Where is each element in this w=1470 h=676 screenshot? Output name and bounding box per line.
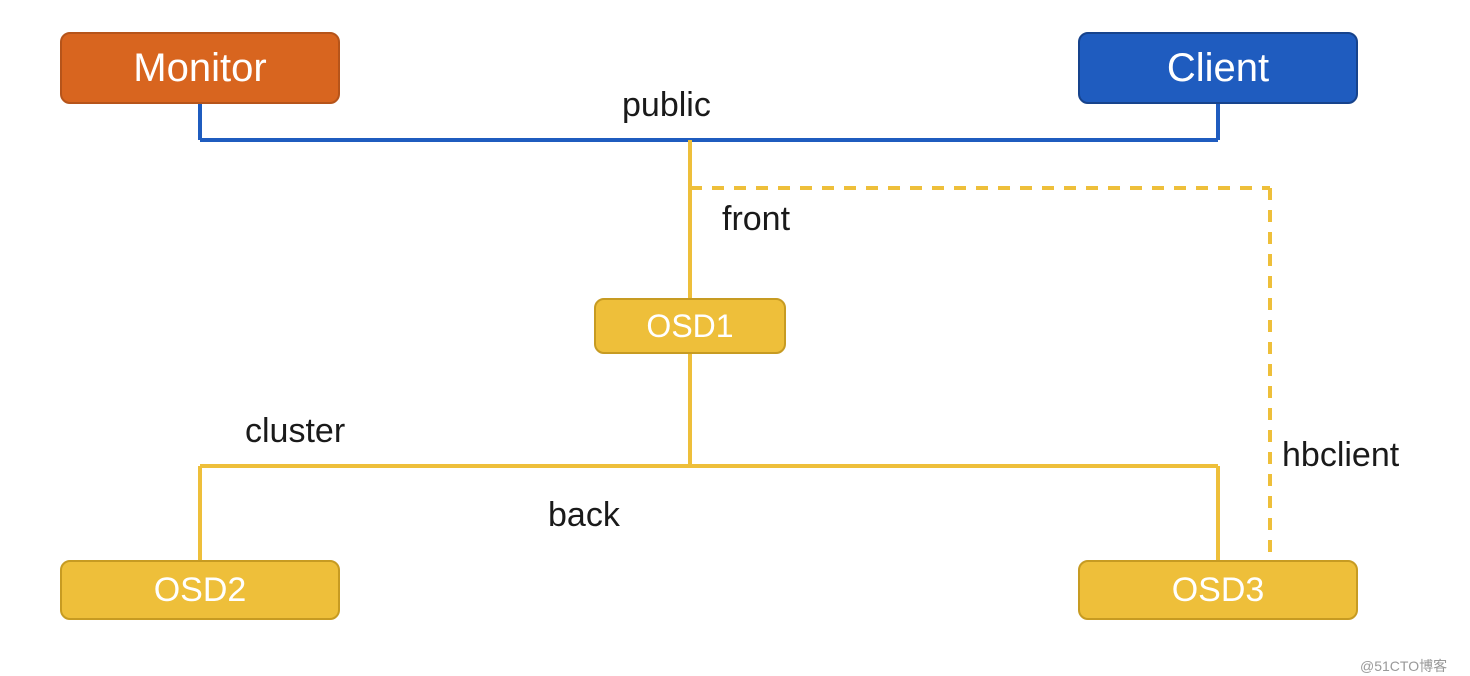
osd2-node: OSD2 (60, 560, 340, 620)
hbclient-label-text: hbclient (1282, 436, 1399, 474)
monitor-node: Monitor (60, 32, 340, 104)
cluster-label-text: cluster (245, 412, 345, 450)
front-label: front (722, 200, 790, 239)
osd3-label: OSD3 (1172, 571, 1265, 610)
watermark-text-span: @51CTO博客 (1360, 658, 1447, 674)
front-label-text: front (722, 200, 790, 238)
monitor-label: Monitor (133, 46, 266, 91)
osd3-node: OSD3 (1078, 560, 1358, 620)
osd2-label: OSD2 (154, 571, 247, 610)
client-node: Client (1078, 32, 1358, 104)
cluster-label: cluster (245, 412, 345, 451)
back-label: back (548, 496, 620, 535)
back-label-text: back (548, 496, 620, 534)
osd1-node: OSD1 (594, 298, 786, 354)
public-label-text: public (622, 86, 711, 124)
osd1-label: OSD1 (646, 308, 733, 345)
client-label: Client (1167, 46, 1269, 91)
watermark-text: @51CTO博客 (1360, 656, 1447, 676)
hbclient-label: hbclient (1282, 436, 1399, 475)
public-label: public (622, 86, 711, 125)
